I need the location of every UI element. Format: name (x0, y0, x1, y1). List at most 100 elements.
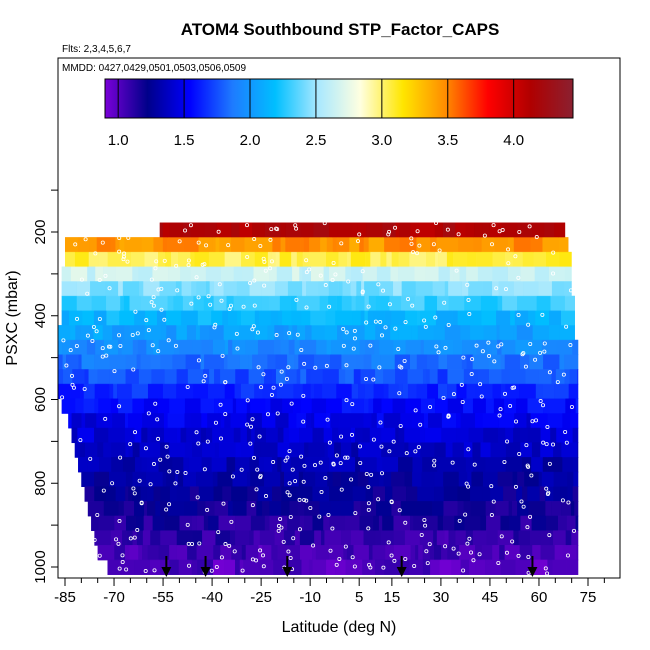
heatmap-streak (209, 339, 213, 356)
heatmap-streak (249, 457, 259, 473)
heatmap-streak (226, 295, 234, 312)
sample-point (202, 467, 207, 472)
heatmap-streak (504, 354, 520, 370)
sample-point (352, 564, 357, 569)
heatmap-streak (406, 486, 418, 502)
heatmap-streak (549, 530, 554, 546)
heatmap-streak (365, 251, 371, 268)
heatmap-streak (567, 471, 574, 487)
sample-point (356, 239, 361, 244)
heatmap-streak (109, 383, 114, 400)
sample-point (148, 482, 153, 487)
heatmap-streak (460, 413, 476, 429)
sample-point (510, 539, 515, 544)
heatmap-streak (434, 486, 444, 502)
heatmap-streak (522, 251, 534, 268)
heatmap-streak (338, 281, 343, 297)
heatmap-streak (330, 354, 342, 370)
sample-point (409, 236, 414, 241)
sample-point (186, 263, 191, 268)
heatmap-streak (230, 413, 247, 429)
sample-point (271, 460, 276, 465)
heatmap-streak (415, 545, 419, 561)
heatmap-streak (572, 339, 579, 356)
sample-point (323, 283, 328, 288)
heatmap-streak (151, 369, 165, 385)
heatmap-streak (441, 545, 448, 561)
sample-point (358, 460, 363, 465)
sample-point (451, 392, 456, 397)
heatmap-streak (475, 559, 486, 575)
sample-point (116, 541, 121, 546)
sample-point (162, 258, 167, 263)
sample-point (437, 248, 442, 253)
heatmap-streak (468, 427, 484, 444)
heatmap-streak (458, 237, 474, 253)
sample-point (343, 455, 348, 460)
heatmap-streak (410, 222, 420, 238)
heatmap-streak (531, 457, 543, 473)
heatmap-streak (341, 530, 351, 546)
sample-point (466, 297, 471, 302)
sample-point (288, 515, 293, 520)
heatmap-streak (94, 383, 110, 400)
heatmap-streak (375, 325, 391, 341)
heatmap-streak (454, 515, 465, 531)
sample-point (302, 361, 307, 366)
sample-point (561, 372, 566, 377)
sample-point (339, 434, 344, 439)
sample-point (497, 413, 502, 418)
heatmap-streak (337, 222, 353, 238)
heatmap-streak (328, 281, 339, 297)
heatmap-streak (58, 369, 64, 385)
sample-point (117, 333, 122, 338)
sample-point (489, 242, 494, 247)
heatmap-streak (160, 442, 170, 458)
heatmap-streak (270, 398, 283, 414)
heatmap-streak (326, 251, 339, 268)
heatmap-streak (257, 237, 273, 253)
heatmap-streak (442, 515, 455, 531)
heatmap-streak (323, 427, 333, 444)
sample-point (276, 528, 281, 533)
heatmap-streak (547, 457, 563, 473)
sample-point (71, 385, 76, 390)
heatmap-streak (301, 310, 311, 326)
heatmap-streak (224, 251, 242, 268)
heatmap-streak (390, 266, 399, 282)
heatmap-streak (438, 383, 448, 400)
heatmap-streak (215, 237, 220, 253)
sample-point (103, 416, 108, 421)
sample-point (432, 463, 437, 468)
sample-point (467, 536, 472, 541)
heatmap-streak (345, 369, 354, 385)
sample-point (464, 481, 469, 486)
sample-point (258, 548, 263, 553)
heatmap-streak (103, 501, 119, 517)
heatmap-streak (332, 237, 337, 253)
sample-point (350, 402, 355, 407)
heatmap-streak (565, 530, 572, 546)
heatmap-streak (196, 515, 204, 531)
heatmap-streak (407, 383, 417, 400)
heatmap-streak (334, 442, 341, 458)
heatmap-streak (139, 281, 144, 297)
heatmap-streak (70, 383, 81, 400)
sample-point (334, 562, 339, 567)
heatmap-streak (172, 457, 184, 473)
heatmap-streak (58, 325, 71, 341)
sample-point (319, 490, 324, 495)
heatmap-streak (267, 354, 276, 370)
heatmap-streak (134, 310, 146, 326)
heatmap-streak (345, 559, 363, 575)
sample-point (364, 471, 369, 476)
heatmap-streak (422, 457, 438, 473)
heatmap-streak (426, 251, 436, 268)
heatmap-streak (393, 545, 411, 561)
sample-point (564, 440, 569, 445)
sample-point (540, 312, 545, 317)
heatmap-streak (577, 457, 579, 473)
sample-point (121, 257, 126, 262)
heatmap-streak (152, 515, 165, 531)
heatmap-streak (475, 383, 493, 400)
